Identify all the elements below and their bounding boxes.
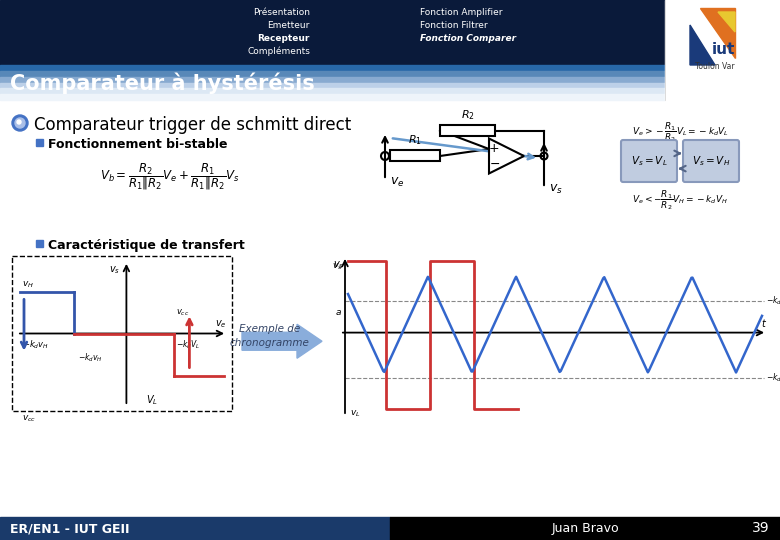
Text: $R_1$: $R_1$: [408, 133, 422, 147]
Text: $R_2$: $R_2$: [460, 108, 474, 122]
Text: Fonction Filtrer: Fonction Filtrer: [420, 21, 488, 30]
Bar: [36, 139, 43, 146]
Text: $v_s$: $v_s$: [109, 264, 120, 276]
Text: Caractéristique de transfert: Caractéristique de transfert: [48, 239, 245, 252]
FancyBboxPatch shape: [621, 140, 677, 182]
Bar: [36, 240, 43, 247]
Polygon shape: [718, 12, 735, 32]
Polygon shape: [489, 138, 524, 173]
Text: $v_{cc}$: $v_{cc}$: [22, 414, 36, 424]
Polygon shape: [242, 324, 322, 358]
Text: $-k_d V_H$: $-k_d V_H$: [766, 372, 780, 384]
Bar: [665, 0, 780, 100]
Bar: [0, 517, 390, 540]
Bar: [390, 517, 780, 540]
Circle shape: [17, 120, 21, 124]
Text: Fonction Amplifier: Fonction Amplifier: [420, 8, 502, 17]
Text: $-k_d V_L$: $-k_d V_L$: [766, 294, 780, 307]
Circle shape: [15, 118, 25, 128]
Text: $\mathit{v_s}$: $\mathit{v_s}$: [549, 183, 563, 196]
Text: $\mathit{v_e}$: $\mathit{v_e}$: [390, 176, 404, 189]
Text: iut: iut: [711, 43, 735, 57]
Text: $V_L$: $V_L$: [147, 393, 158, 407]
Text: Présentation: Présentation: [253, 8, 310, 17]
Text: $V_b = \dfrac{R_2}{R_1 \| R_2} V_e + \dfrac{R_1}{R_1 \| R_2} V_s$: $V_b = \dfrac{R_2}{R_1 \| R_2} V_e + \df…: [100, 161, 239, 192]
Text: +: +: [489, 143, 499, 156]
Text: $V_e < -\dfrac{R_1}{R_2} V_H = -k_d V_H$: $V_e < -\dfrac{R_1}{R_2} V_H = -k_d V_H$: [632, 188, 728, 212]
Bar: [440, 125, 495, 136]
Text: $V_e > -\dfrac{R_1}{R_2} V_L = -k_d V_L$: $V_e > -\dfrac{R_1}{R_2} V_L = -k_d V_L$: [632, 120, 729, 144]
Bar: [0, 89, 665, 94]
Text: Compléments: Compléments: [247, 47, 310, 57]
Bar: [390, 150, 440, 161]
Text: $v_e$: $v_e$: [215, 318, 227, 329]
Text: Juan Bravo: Juan Bravo: [551, 522, 619, 535]
Text: $-k_d v_H$: $-k_d v_H$: [79, 352, 103, 364]
Polygon shape: [690, 25, 715, 65]
Bar: [0, 83, 665, 89]
Bar: [12, 256, 232, 411]
Text: $v_{cc}$: $v_{cc}$: [176, 308, 190, 319]
Text: $-k_d V_L$: $-k_d V_L$: [176, 339, 200, 351]
Text: $a$: $a$: [335, 308, 342, 317]
Text: Toulon Var: Toulon Var: [696, 62, 735, 71]
Circle shape: [12, 115, 28, 131]
Bar: [0, 94, 665, 100]
Text: Emetteur: Emetteur: [268, 21, 310, 30]
Text: Comparateur trigger de schmitt direct: Comparateur trigger de schmitt direct: [34, 116, 351, 134]
Text: $v_L$: $v_L$: [350, 408, 360, 419]
Text: 39: 39: [753, 522, 770, 536]
Polygon shape: [700, 8, 735, 58]
Text: Recepteur: Recepteur: [257, 34, 310, 43]
Text: $v_H$: $v_H$: [22, 279, 34, 289]
Text: $v_s$: $v_s$: [332, 261, 343, 272]
Text: Fonction Comparer: Fonction Comparer: [420, 34, 516, 43]
Text: $V_s = V_L$: $V_s = V_L$: [631, 154, 668, 168]
Text: $-$: $-$: [489, 157, 500, 170]
Text: Fonctionnement bi-stable: Fonctionnement bi-stable: [48, 138, 228, 151]
Text: $t$: $t$: [760, 316, 767, 329]
Text: Comparateur à hystérésis: Comparateur à hystérésis: [10, 73, 315, 94]
Text: $v_s$: $v_s$: [333, 259, 344, 271]
Text: $-k_d v_H$: $-k_d v_H$: [22, 339, 49, 351]
Text: $V_s = V_H$: $V_s = V_H$: [692, 154, 730, 168]
Bar: [0, 77, 665, 83]
FancyBboxPatch shape: [683, 140, 739, 182]
Bar: [0, 65, 665, 71]
Text: ER/EN1 - IUT GEII: ER/EN1 - IUT GEII: [10, 522, 129, 535]
Bar: [0, 0, 780, 65]
Text: Exemple de
chronogramme: Exemple de chronogramme: [229, 324, 310, 348]
Bar: [0, 71, 665, 77]
